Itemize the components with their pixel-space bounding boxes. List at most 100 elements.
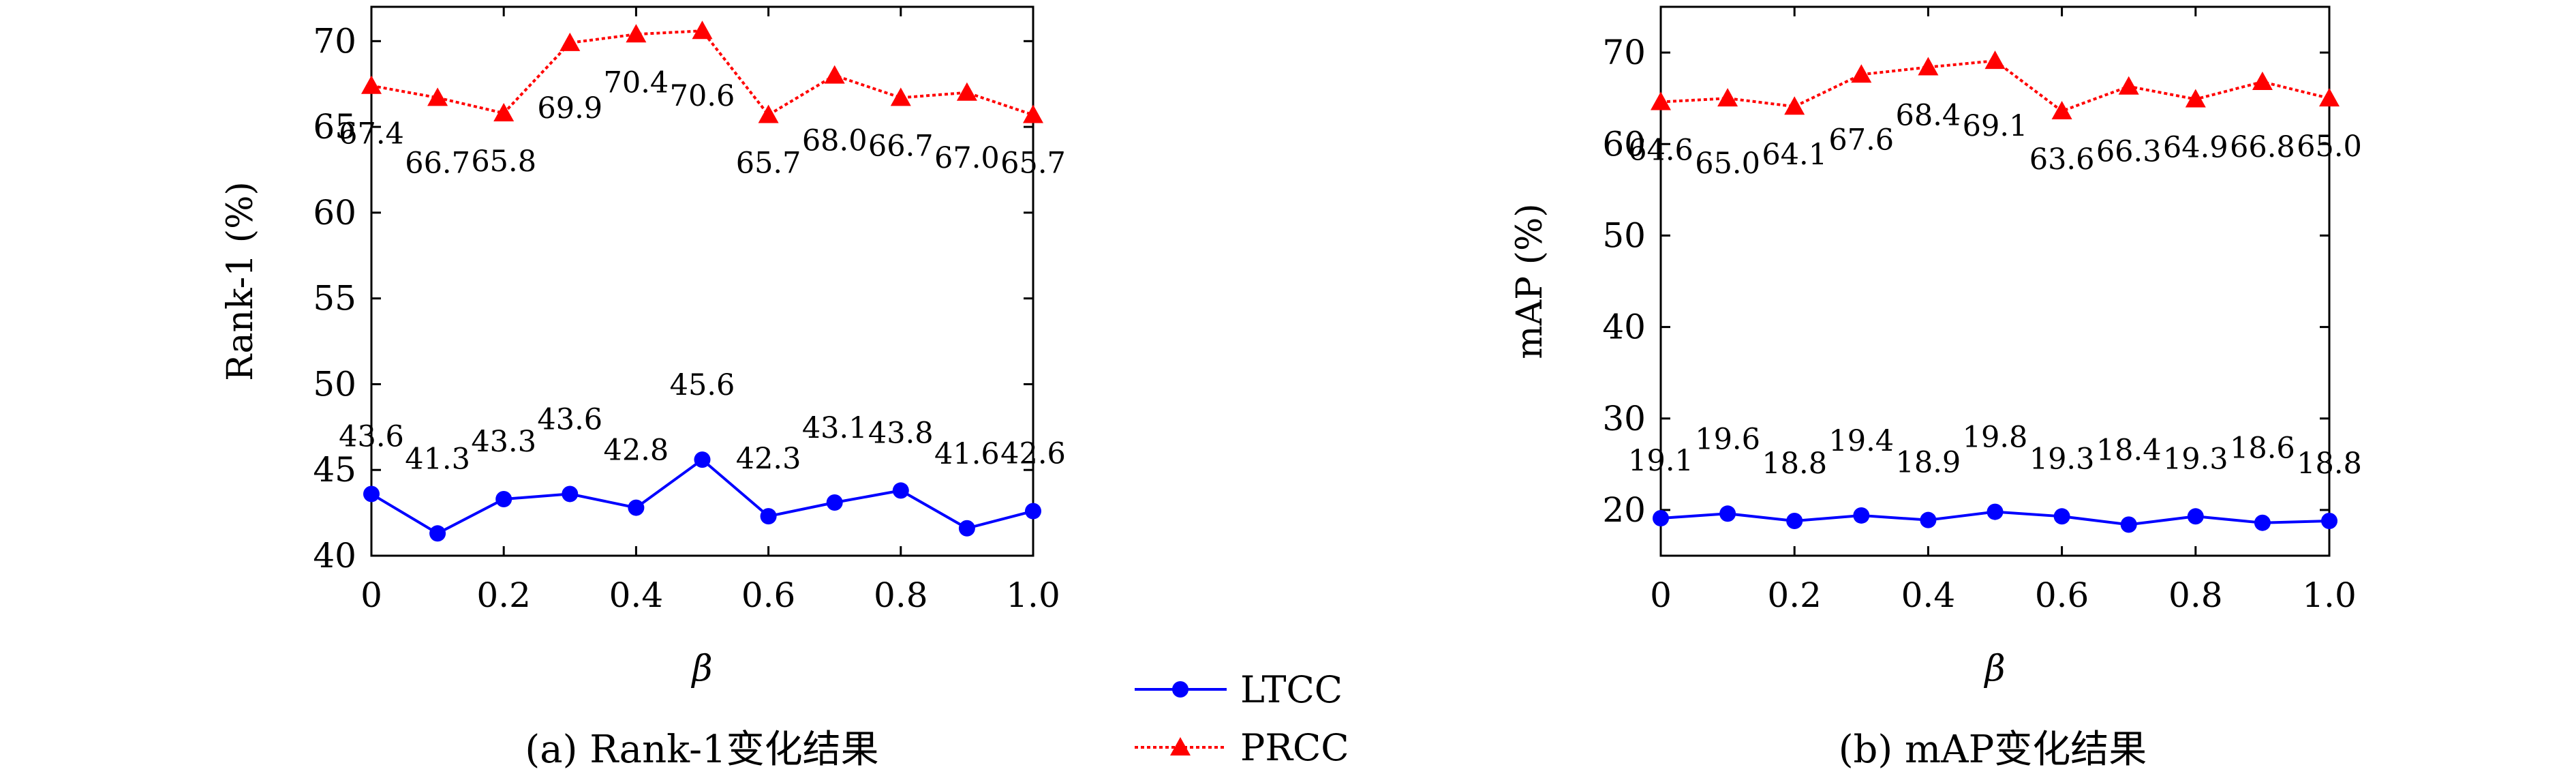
y-tick-label: 50	[1602, 215, 1646, 255]
data-point-ltcc	[1987, 503, 2004, 520]
legend-marker-circle	[1172, 681, 1189, 698]
data-point-prcc	[626, 24, 647, 43]
x-tick-label: 0	[1650, 575, 1672, 615]
data-label: 67.4	[339, 117, 404, 151]
data-label: 65.8	[471, 145, 536, 179]
data-point-prcc	[1784, 96, 1805, 115]
data-label: 69.9	[537, 91, 602, 125]
data-point-prcc	[427, 87, 448, 106]
y-tick-label: 50	[313, 364, 356, 404]
data-label: 67.0	[934, 141, 1000, 175]
data-point-ltcc	[1719, 505, 1736, 522]
data-point-prcc	[824, 65, 845, 84]
y-tick-label: 20	[1602, 490, 1646, 530]
chart-caption: (b) mAP变化结果	[1839, 728, 2147, 772]
y-tick-label: 55	[313, 279, 356, 318]
data-point-ltcc	[495, 490, 512, 507]
y-tick-label: 70	[313, 21, 356, 61]
data-label: 41.6	[934, 437, 1000, 471]
data-label: 43.6	[339, 419, 404, 453]
x-tick-label: 0	[361, 575, 382, 615]
data-point-ltcc	[694, 451, 711, 468]
y-tick-label: 60	[1602, 124, 1646, 164]
x-tick-label: 0.2	[1767, 575, 1822, 615]
data-point-prcc	[692, 20, 713, 40]
data-label: 64.1	[1762, 138, 1827, 172]
data-label: 45.6	[670, 368, 735, 402]
data-label: 19.8	[1963, 421, 2028, 455]
data-label: 43.8	[868, 416, 934, 450]
data-label: 70.6	[670, 79, 735, 113]
data-point-prcc	[2118, 76, 2139, 95]
chart-caption: (a) Rank-1变化结果	[525, 728, 878, 772]
data-label: 65.0	[1695, 147, 1760, 181]
legend-label: LTCC	[1240, 668, 1343, 711]
data-point-ltcc	[363, 485, 380, 503]
data-label: 19.4	[1828, 424, 1894, 458]
x-tick-label: 0.8	[874, 575, 928, 615]
data-point-ltcc	[2321, 513, 2337, 530]
chart-map: 0 0.2 0.4 0.6 0.8 1.0 20 30 40 50 60 70 β mAP (%) (b) …	[1509, 5, 2362, 772]
data-point-ltcc	[429, 525, 446, 542]
data-point-ltcc	[1786, 513, 1803, 530]
data-label: 65.7	[736, 146, 801, 180]
data-point-ltcc	[1653, 509, 1669, 526]
data-label: 66.7	[868, 129, 934, 163]
data-point-ltcc	[826, 494, 843, 511]
x-tick-label: 0.4	[609, 575, 664, 615]
data-label: 19.6	[1695, 422, 1760, 456]
x-axis-title: β	[1983, 648, 2005, 689]
data-point-ltcc	[892, 482, 909, 499]
plot-frame	[370, 5, 1034, 557]
x-tick-label: 0.2	[476, 575, 531, 615]
data-point-prcc	[956, 82, 977, 101]
x-tick-label: 1.0	[2302, 575, 2357, 615]
y-axis-title: Rank-1 (%)	[220, 181, 261, 381]
plot-frame	[1659, 5, 2331, 557]
data-point-ltcc	[628, 499, 645, 516]
series-line-prcc	[1660, 59, 2330, 113]
x-tick-label: 0.6	[2035, 575, 2089, 615]
data-label: 43.1	[802, 411, 868, 445]
data-label: 18.6	[2230, 432, 2295, 466]
data-point-ltcc	[1853, 507, 1870, 524]
data-label: 19.3	[2029, 442, 2095, 476]
data-point-ltcc	[2053, 508, 2070, 525]
data-point-prcc	[1023, 104, 1043, 123]
data-label: 41.3	[405, 442, 470, 476]
data-label: 68.4	[1896, 99, 1961, 133]
data-label: 19.3	[2163, 442, 2228, 476]
legend-label: PRCC	[1240, 726, 1349, 769]
data-point-prcc	[1918, 57, 1939, 76]
data-point-ltcc	[1920, 511, 1937, 528]
data-label: 67.6	[1828, 123, 1894, 157]
data-label: 42.3	[736, 442, 801, 476]
data-point-prcc	[361, 75, 382, 94]
data-label: 18.8	[1762, 447, 1827, 481]
data-point-prcc	[758, 104, 779, 123]
data-label: 43.6	[537, 402, 602, 436]
data-label: 42.6	[1000, 437, 1066, 471]
y-tick-label: 65	[313, 107, 356, 147]
data-label: 18.4	[2096, 433, 2162, 467]
data-label: 43.3	[471, 425, 536, 459]
y-tick-label: 40	[1602, 308, 1646, 347]
data-point-prcc	[1984, 50, 2006, 70]
data-point-prcc	[1717, 88, 1738, 107]
data-label: 42.8	[604, 434, 669, 468]
data-label: 68.0	[802, 124, 868, 158]
data-point-prcc	[1651, 91, 1671, 110]
data-point-ltcc	[562, 485, 579, 503]
y-tick-label: 45	[313, 450, 356, 490]
x-tick-label: 0.8	[2168, 575, 2223, 615]
data-label: 66.8	[2230, 130, 2295, 164]
data-label: 18.8	[2297, 447, 2362, 481]
data-point-prcc	[2252, 72, 2273, 91]
y-tick-label: 60	[313, 193, 356, 233]
data-label: 66.7	[405, 146, 470, 180]
data-point-prcc	[2319, 88, 2340, 107]
chart-rank1: 0 0.2 0.4 0.6 0.8 1.0 40 45 50 55 60 65 70 β Rank-1 (%…	[220, 5, 1066, 772]
data-point-ltcc	[2187, 508, 2204, 525]
data-point-prcc	[890, 87, 911, 106]
